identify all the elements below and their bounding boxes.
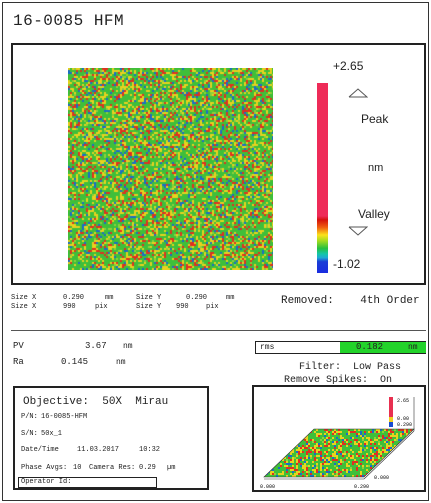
operator-id-field[interactable]: Operator Id: [18, 477, 157, 488]
iso-x-left: 0.000 [260, 484, 275, 490]
size-x-pix-value: 990 [63, 303, 76, 311]
peak-label: Peak [361, 112, 389, 126]
pn-label: P/N: [21, 413, 38, 421]
isometric-plot[interactable]: 2.65 0.00 0.290 0.000 0.290 0.000 [254, 387, 424, 490]
camera-res-unit: µm [167, 464, 176, 472]
pv-label: PV [13, 341, 24, 351]
isometric-y-axis [363, 430, 415, 480]
rms-unit: nm [408, 343, 418, 352]
size-y-unit: mm [226, 294, 235, 302]
pn-value: 16-0085-HFM [41, 413, 88, 421]
filter-info: Filter: Low Pass [299, 362, 401, 373]
isometric-colorbar-mid [389, 417, 393, 422]
camera-res-label: Camera Res: [89, 464, 136, 472]
surface-map-panel: +2.65 Peak nm Valley -1.02 [11, 43, 426, 285]
objective-line: Objective: 50X Mirau [23, 396, 168, 408]
sn-label: S/N: [21, 430, 38, 438]
pv-unit: nm [123, 342, 133, 351]
size-y-pix-label: Size Y [136, 303, 162, 311]
objective-value: 50X Mirau [102, 396, 169, 408]
time-value: 10:32 [139, 446, 161, 454]
operator-id-label: Operator Id: [21, 478, 72, 486]
spikes-info: Remove Spikes: On [284, 375, 392, 386]
filter-label: Filter: [299, 362, 342, 373]
phase-avgs-label: Phase Avgs: [21, 464, 68, 472]
rms-label: rms [260, 343, 275, 352]
size-y-pix-value: 990 [176, 303, 189, 311]
size-y-label: Size Y [136, 294, 162, 302]
colorbar [317, 83, 328, 273]
iso-x-right: 0.290 [354, 484, 369, 490]
phase-avgs-value: 10 [73, 464, 82, 472]
colorbar-unit: nm [368, 162, 384, 174]
size-x-value: 0.290 [63, 294, 85, 302]
datetime-label: Date/Time [21, 446, 59, 454]
size-y-value: 0.290 [186, 294, 208, 302]
rms-value-field: 0.182 nm [340, 342, 426, 353]
ra-value: 0.145 [61, 357, 89, 367]
spikes-label: Remove Spikes: [284, 375, 369, 386]
peak-triangle-icon [348, 88, 368, 98]
isometric-colorbar-low [389, 422, 393, 427]
rms-value: 0.182 [356, 342, 384, 352]
size-x-pix-unit: pix [95, 303, 108, 311]
ra-label: Ra [13, 357, 24, 367]
iso-y-label: 0.000 [374, 475, 389, 481]
removed-label: Removed: [281, 295, 334, 307]
removed-info: Removed: 4th Order [281, 295, 420, 307]
iso-z-mid2: 0.290 [397, 422, 412, 428]
size-x-label: Size X [11, 294, 37, 302]
ra-unit: nm [116, 358, 126, 367]
camera-res-value: 0.29 [139, 464, 156, 472]
colorbar-min-label: -1.02 [333, 257, 361, 271]
valley-triangle-icon [348, 226, 368, 236]
colorbar-max-label: +2.65 [333, 59, 364, 73]
size-y-pix-unit: pix [206, 303, 219, 311]
isometric-colorbar [389, 397, 393, 427]
filter-value: Low Pass [353, 362, 402, 373]
removed-value: 4th Order [360, 295, 420, 307]
date-value: 11.03.2017 [77, 446, 120, 454]
isometric-view-panel: 2.65 0.00 0.290 0.000 0.290 0.000 [252, 385, 426, 492]
size-x-pix-label: Size X [11, 303, 37, 311]
spikes-value: On [380, 375, 393, 386]
divider [11, 330, 426, 331]
surface-height-map[interactable] [68, 68, 273, 270]
objective-label: Objective: [23, 396, 90, 408]
pv-value: 3.67 [85, 341, 107, 351]
valley-label: Valley [358, 207, 390, 221]
report-title: 16-0085 HFM [13, 12, 125, 30]
iso-z-top: 2.65 [397, 398, 409, 404]
objective-panel: Objective: 50X Mirau P/N: 16-0085-HFM S/… [13, 386, 209, 490]
iso-z-mid1: 0.00 [397, 416, 409, 422]
sn-value: 50x_1 [41, 430, 63, 438]
size-x-unit: mm [105, 294, 114, 302]
rms-box: rms 0.182 nm [255, 341, 426, 354]
